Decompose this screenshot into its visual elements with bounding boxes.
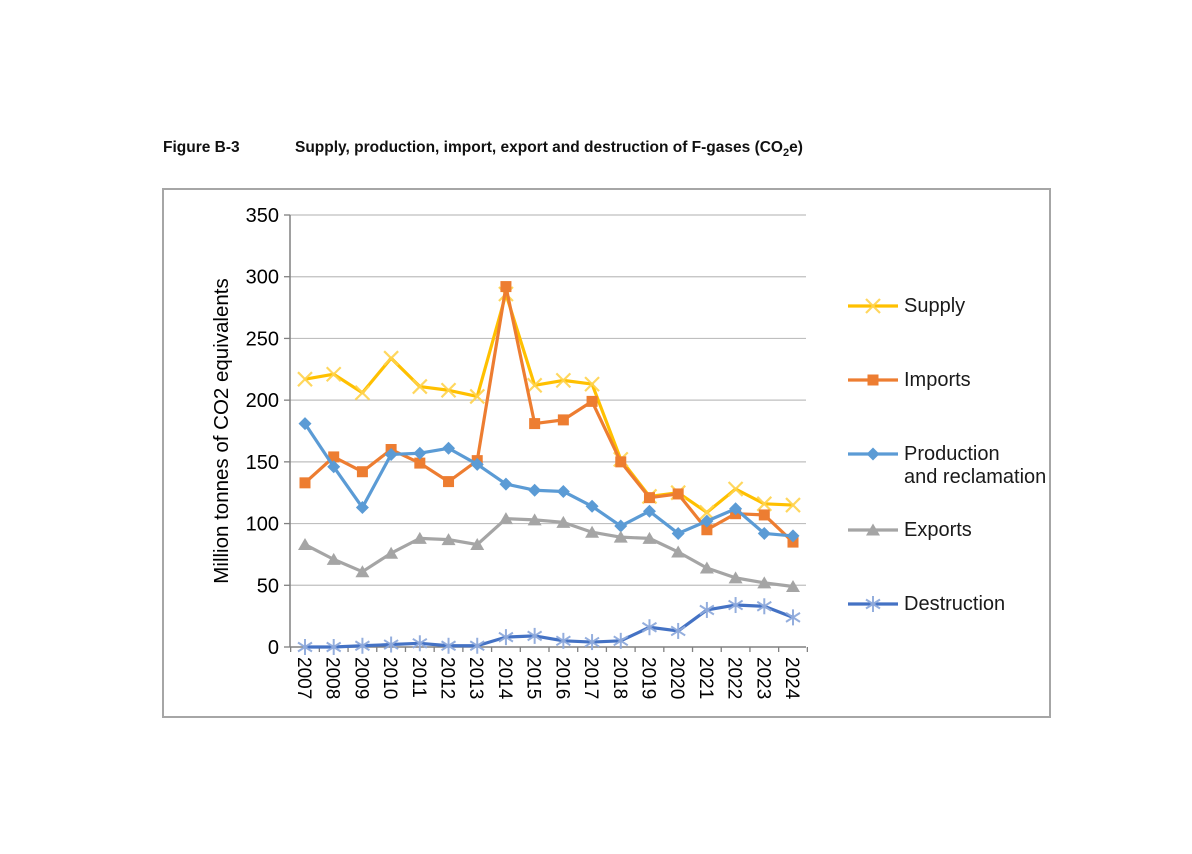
x-tick-label: 2011 [408, 657, 429, 698]
x-tick-label: 2012 [437, 657, 458, 699]
y-tick-label: 0 [268, 637, 279, 659]
x-tick-label: 2018 [609, 657, 630, 699]
figure-title: Figure B-3 Supply, production, import, ex… [163, 139, 803, 159]
x-tick-label: 2022 [724, 657, 745, 699]
line-chart: 0 50 100 150 200 250 300 350 2007 2008 2009 2010 201… [162, 188, 1051, 718]
series-imports [299, 281, 799, 548]
y-tick-label: 350 [246, 205, 279, 227]
x-tick-label: 2013 [465, 657, 486, 699]
y-tick-label: 150 [246, 452, 279, 474]
y-tick-label: 250 [246, 328, 279, 350]
figure-label: Figure B-3 [163, 139, 240, 156]
x-tick-label: 2016 [551, 657, 572, 699]
x-tick-label: 2008 [322, 657, 343, 699]
series-exports [298, 512, 800, 593]
y-tick-label: 100 [246, 514, 279, 536]
x-tick-label: 2021 [695, 657, 716, 699]
x-tick-label: 2017 [580, 657, 601, 699]
x-tick-label: 2007 [293, 657, 314, 699]
x-tick-label: 2010 [379, 657, 400, 699]
x-tick-label: 2019 [637, 657, 658, 699]
x-tick-label: 2023 [752, 657, 773, 699]
x-tick-label: 2024 [781, 657, 802, 700]
x-tick-label: 2020 [666, 657, 687, 699]
x-tick-label: 2014 [494, 657, 515, 700]
x-tick-label: 2009 [350, 657, 371, 699]
y-tick-label: 50 [257, 575, 279, 597]
chart-svg: 0 50 100 150 200 250 300 350 2007 2008 2009 2010 201… [210, 205, 809, 700]
y-tick-label: 300 [246, 267, 279, 289]
x-tick-label: 2015 [523, 657, 544, 699]
figure-title-text: Supply, production, import, export and d… [295, 139, 803, 160]
series-destruction [297, 597, 801, 655]
y-tick-label: 200 [246, 390, 279, 412]
y-axis-title: Million tonnes of CO2 equivalents [210, 278, 233, 583]
series-production-and-reclamation [298, 417, 800, 543]
